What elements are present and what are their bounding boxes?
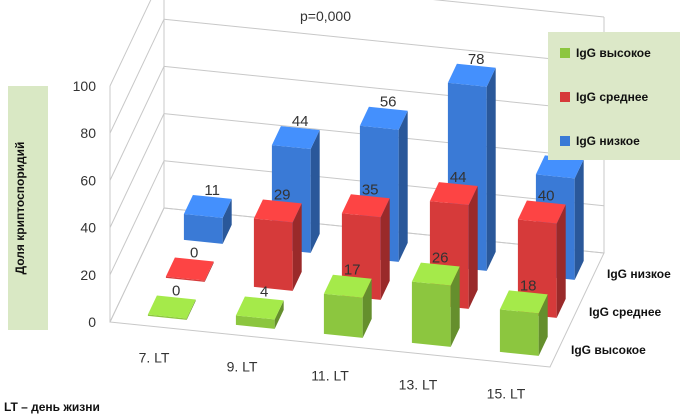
data-label-s1-c3: 44 [450,169,467,186]
bar-front-s0-c3 [411,281,451,347]
bar-top-s2-c2 [359,106,408,130]
y-tick-label: 80 [80,125,96,141]
bar-side-s1-c4 [556,204,566,318]
legend-label-low: IgG низкое [576,134,640,148]
data-label-s2-c0: 11 [204,182,220,199]
bar-top-s0-c3 [411,262,460,286]
bar-side-s2-c2 [398,110,408,262]
grid-left-3 [109,66,165,181]
data-label-s1-c4: 40 [538,187,555,204]
x-tick-label: 9. LT [227,359,258,375]
y-tick-label: 40 [80,220,96,236]
bar-side-s2-c0 [222,198,232,244]
bar-front-s2-c0 [183,214,223,244]
footnote: LT – день жизни [4,400,100,414]
bar-side-s1-c1 [292,203,302,291]
bar-top-s1-c3 [429,182,478,205]
bar-top-s1-c1 [253,199,302,223]
bar-top-s0-c1 [235,296,284,320]
bar-top-s0-c4 [499,290,548,314]
legend: IgG высокое IgG среднее IgG низкое [548,32,680,160]
bar-side-s2-c3 [486,67,496,271]
bar-side-s0-c2 [362,278,372,338]
bar-side-s2-c4 [574,159,584,280]
grid-left-5 [109,0,152,87]
bar-front-s1-c1 [253,218,293,291]
x-tick-label: 7. LT [139,350,170,366]
data-label-s0-c4: 18 [520,277,537,294]
bar-top-s2-c4 [535,155,584,179]
bar-top-s1-c2 [341,194,390,218]
depth-label: IgG низкое [607,267,671,281]
bar-top-s2-c3 [447,63,496,87]
legend-item-high: IgG высокое [560,46,651,60]
depth-label: IgG высокое [571,343,646,357]
y-axis-label: Доля криптоспоридий [13,141,27,275]
legend-label-high: IgG высокое [576,46,651,60]
x-tick-label: 11. LT [311,368,349,384]
x-tick-label: 15. LT [487,386,526,402]
grid-back-4 [163,18,605,65]
data-label-s0-c1: 4 [260,283,268,300]
bar-front-s1-c0 [165,276,205,282]
bar-top-s0-c0 [147,295,196,319]
bar-top-s0-c2 [323,274,372,298]
chart-title: p=0,000 [300,8,351,24]
y-tick-label: 100 [73,78,97,94]
bar-side-s0-c0 [186,299,196,320]
floor [109,207,605,368]
data-label-s1-c1: 29 [274,186,291,203]
x-tick-label: 13. LT [399,377,438,393]
legend-swatch-mid [560,92,570,102]
data-label-s0-c3: 26 [432,249,449,266]
depth-label: IgG среднее [589,305,662,319]
y-tick-label: 60 [80,172,96,188]
bar-front-s0-c1 [235,315,275,329]
grid-left-1 [109,160,165,276]
bar-top-s2-c0 [183,195,232,218]
grid-left-2 [109,113,165,228]
legend-label-mid: IgG среднее [576,90,649,104]
bar-side-s0-c4 [538,294,548,356]
legend-swatch-high [560,48,570,58]
data-label-s1-c2: 35 [362,181,379,198]
data-label-s2-c2: 56 [380,94,397,111]
data-label-s1-c0: 0 [190,244,198,261]
bar-side-s0-c1 [274,300,284,329]
bar-top-s2-c1 [271,126,320,149]
bar-front-s0-c4 [499,309,539,356]
y-axis-label-box [8,86,48,330]
data-label-s0-c0: 0 [172,282,180,299]
y-tick-label: 20 [80,267,96,283]
legend-item-mid: IgG среднее [560,90,648,104]
legend-swatch-low [560,136,570,146]
bar-front-s0-c2 [323,293,363,338]
bar-side-s2-c1 [310,130,320,253]
grid-left-4 [109,18,165,134]
data-label-s0-c2: 17 [344,262,361,279]
bar-side-s0-c3 [450,266,460,347]
grid-back-3 [163,65,605,112]
data-label-s2-c1: 44 [292,113,309,130]
bar-top-s1-c0 [165,257,214,281]
bar-side-s1-c0 [204,261,214,282]
bar-side-s1-c3 [468,186,478,309]
legend-item-low: IgG низкое [560,134,640,148]
bar-top-s1-c4 [517,200,566,224]
grid-back-5 [432,0,605,18]
bar-side-s1-c2 [380,198,390,300]
y-tick-label: 0 [88,314,96,330]
data-label-s2-c3: 78 [468,51,485,68]
bar-front-s0-c0 [147,314,187,320]
